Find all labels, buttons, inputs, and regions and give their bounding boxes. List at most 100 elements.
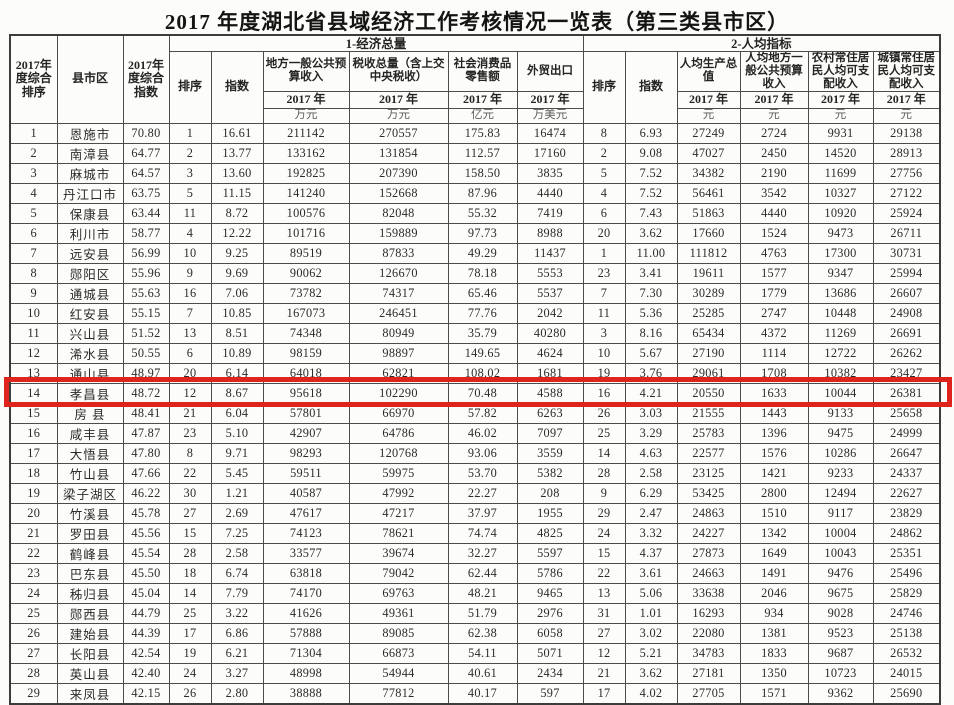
cell-overall-index: 55.96 [122, 262, 170, 284]
header-gdp-per-capita: 人均生产总值 [676, 51, 741, 92]
cell-retail-sales: 62.38 [447, 622, 518, 644]
cell-overall-rank: 26 [9, 622, 58, 644]
cell-tax-total: 131854 [348, 142, 449, 164]
cell-pc-index: 5.67 [624, 342, 678, 364]
cell-rural-income: 12494 [807, 482, 874, 504]
table-row: 28 英山县 42.40 24 3.27 48998 54944 40.61 2… [9, 662, 941, 684]
cell-eco-rank: 5 [168, 182, 212, 204]
cell-county: 通山县 [56, 362, 124, 384]
cell-eco-rank: 2 [168, 142, 212, 164]
header-urban-income: 城镇常住居民人均可支配收入 [872, 51, 941, 92]
cell-overall-index: 64.77 [122, 142, 170, 164]
cell-county: 远安县 [56, 242, 124, 264]
cell-budget-per-capita: 2800 [739, 482, 809, 504]
cell-urban-income: 25924 [872, 202, 941, 224]
cell-overall-rank: 10 [9, 302, 58, 324]
cell-overall-index: 47.66 [122, 462, 170, 484]
table-row: 26 建始县 44.39 17 6.86 57888 89085 62.38 6… [9, 622, 941, 644]
cell-tax-total: 49361 [348, 602, 449, 624]
cell-eco-index: 6.04 [210, 402, 264, 424]
cell-budget-per-capita: 2747 [739, 302, 809, 324]
cell-budget-revenue: 74123 [262, 522, 350, 544]
cell-overall-index: 63.75 [122, 182, 170, 204]
cell-gdp-per-capita: 24863 [676, 502, 741, 524]
cell-budget-per-capita: 4440 [739, 202, 809, 224]
cell-budget-revenue: 57801 [262, 402, 350, 424]
cell-pc-index: 3.02 [624, 622, 678, 644]
cell-overall-index: 45.54 [122, 542, 170, 564]
table-row: 23 巴东县 45.50 18 6.74 63818 79042 62.44 5… [9, 562, 941, 584]
cell-overall-index: 58.77 [122, 222, 170, 244]
cell-export: 4825 [516, 522, 584, 544]
cell-budget-per-capita: 2450 [739, 142, 809, 164]
cell-budget-per-capita: 1342 [739, 522, 809, 544]
cell-eco-index: 2.80 [210, 682, 264, 705]
cell-urban-income: 28913 [872, 142, 941, 164]
cell-retail-sales: 97.73 [447, 222, 518, 244]
cell-tax-total: 66970 [348, 402, 449, 424]
cell-gdp-per-capita: 56461 [676, 182, 741, 204]
cell-overall-rank: 1 [9, 122, 58, 144]
cell-budget-per-capita: 1577 [739, 262, 809, 284]
cell-eco-index: 12.22 [210, 222, 264, 244]
cell-overall-index: 47.87 [122, 422, 170, 444]
cell-budget-revenue: 48998 [262, 662, 350, 684]
cell-tax-total: 98897 [348, 342, 449, 364]
cell-rural-income: 10448 [807, 302, 874, 324]
cell-pc-index: 7.52 [624, 182, 678, 204]
cell-eco-index: 8.67 [210, 382, 264, 404]
cell-overall-index: 51.52 [122, 322, 170, 344]
cell-pc-index: 8.16 [624, 322, 678, 344]
cell-eco-index: 9.25 [210, 242, 264, 264]
cell-budget-per-capita: 3542 [739, 182, 809, 204]
cell-overall-index: 45.78 [122, 502, 170, 524]
cell-rural-income: 10920 [807, 202, 874, 224]
cell-eco-index: 6.74 [210, 562, 264, 584]
cell-retail-sales: 57.82 [447, 402, 518, 424]
table-row: 9 通城县 55.63 16 7.06 73782 74317 65.46 55… [9, 282, 941, 304]
cell-overall-index: 48.41 [122, 402, 170, 424]
cell-eco-index: 9.71 [210, 442, 264, 464]
header-unit: 元 [739, 107, 809, 124]
cell-eco-index: 8.51 [210, 322, 264, 344]
cell-pc-index: 3.61 [624, 562, 678, 584]
table-row: 25 郧西县 44.79 25 3.22 41626 49361 51.79 2… [9, 602, 941, 624]
cell-county: 通城县 [56, 282, 124, 304]
cell-pc-index: 7.43 [624, 202, 678, 224]
header-group-percapita: 2-人均指标 [582, 34, 941, 52]
cell-pc-rank: 29 [582, 502, 626, 524]
cell-county: 鹤峰县 [56, 542, 124, 564]
cell-tax-total: 79042 [348, 562, 449, 584]
cell-overall-index: 44.79 [122, 602, 170, 624]
cell-pc-index: 5.21 [624, 642, 678, 664]
table-row: 8 郧阳区 55.96 9 9.69 90062 126670 78.18 55… [9, 262, 941, 284]
cell-overall-rank: 17 [9, 442, 58, 464]
cell-rural-income: 10004 [807, 522, 874, 544]
cell-rural-income: 9931 [807, 122, 874, 144]
cell-urban-income: 24337 [872, 462, 941, 484]
cell-budget-revenue: 141240 [262, 182, 350, 204]
cell-pc-rank: 6 [582, 202, 626, 224]
cell-county: 孝昌县 [56, 382, 124, 404]
cell-tax-total: 54944 [348, 662, 449, 684]
cell-urban-income: 27122 [872, 182, 941, 204]
cell-overall-rank: 28 [9, 662, 58, 684]
cell-eco-rank: 3 [168, 162, 212, 184]
cell-urban-income: 24908 [872, 302, 941, 324]
cell-tax-total: 152668 [348, 182, 449, 204]
cell-budget-per-capita: 4763 [739, 242, 809, 264]
cell-urban-income: 24862 [872, 522, 941, 544]
cell-export: 5382 [516, 462, 584, 484]
cell-export: 208 [516, 482, 584, 504]
header-overall-rank: 2017年度综合排序 [9, 34, 58, 124]
cell-rural-income: 10382 [807, 362, 874, 384]
cell-export: 4588 [516, 382, 584, 404]
cell-pc-index: 11.00 [624, 242, 678, 264]
cell-county: 巴东县 [56, 562, 124, 584]
cell-rural-income: 9028 [807, 602, 874, 624]
page-title: 2017 年度湖北省县域经济工作考核情况一览表（第三类县市区） [164, 10, 790, 34]
cell-pc-rank: 3 [582, 322, 626, 344]
table-row: 5 保康县 63.44 11 8.72 100576 82048 55.32 7… [9, 202, 941, 224]
cell-budget-revenue: 211142 [262, 122, 350, 144]
cell-overall-index: 47.80 [122, 442, 170, 464]
